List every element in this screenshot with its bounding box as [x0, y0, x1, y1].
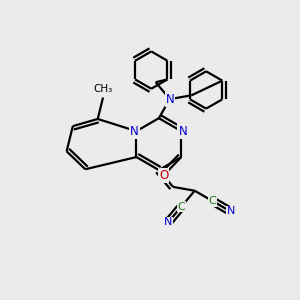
Text: N: N: [166, 93, 174, 106]
Text: N: N: [164, 218, 172, 227]
Text: N: N: [226, 206, 235, 216]
Text: N: N: [130, 124, 139, 137]
Text: C: C: [209, 196, 217, 206]
Text: N: N: [178, 124, 187, 137]
Text: N: N: [179, 125, 188, 138]
Text: C: C: [178, 202, 185, 212]
Text: CH₃: CH₃: [93, 84, 113, 94]
Text: O: O: [159, 169, 168, 182]
Text: N: N: [130, 125, 138, 138]
